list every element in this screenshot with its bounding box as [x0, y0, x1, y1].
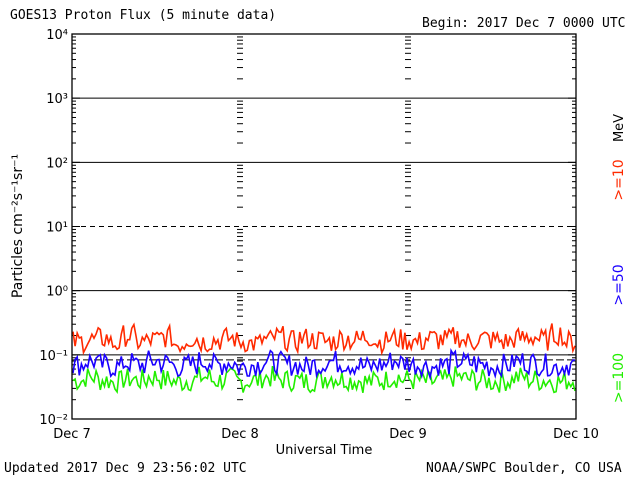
series-line	[72, 365, 576, 395]
y-tick-label: 10¹	[46, 221, 68, 236]
y-tick-label: 10²	[46, 156, 68, 171]
begin-time: Begin: 2017 Dec 7 0000 UTC	[422, 16, 626, 31]
updated-timestamp: Updated 2017 Dec 9 23:56:02 UTC	[4, 461, 247, 476]
y-tick-label: 10³	[46, 92, 68, 107]
legend-item: >=100	[611, 353, 627, 403]
x-axis-label: Universal Time	[276, 443, 373, 458]
x-tick-label: Dec 7	[53, 427, 91, 442]
legend-item: >=10	[611, 159, 627, 200]
y-tick-label: 10⁻²	[39, 413, 68, 428]
legend-unit: MeV	[612, 114, 627, 142]
chart-title: GOES13 Proton Flux (5 minute data)	[10, 8, 277, 23]
y-tick-label: 10⁴	[46, 28, 68, 43]
series-layer	[72, 322, 576, 395]
x-tick-label: Dec 9	[389, 427, 427, 442]
grid-layer	[72, 36, 576, 401]
y-axis-label: Particles cm⁻²s⁻¹sr⁻¹	[10, 154, 26, 298]
legend: MeV >=10 >=50 >=100	[611, 114, 627, 403]
x-tick-layer: Dec 7 Dec 8 Dec 9 Dec 10	[53, 427, 599, 442]
series-line	[72, 322, 576, 356]
credit-text: NOAA/SWPC Boulder, CO USA	[426, 461, 622, 476]
y-tick-layer: 10⁻² 10⁻¹ 10⁰ 10¹ 10² 10³ 10⁴	[39, 28, 576, 428]
x-tick-label: Dec 8	[221, 427, 259, 442]
x-tick-label: Dec 10	[553, 427, 599, 442]
y-tick-label: 10⁻¹	[39, 349, 68, 364]
series-line	[72, 347, 576, 381]
y-tick-label: 10⁰	[46, 285, 68, 300]
legend-item: >=50	[611, 264, 627, 305]
